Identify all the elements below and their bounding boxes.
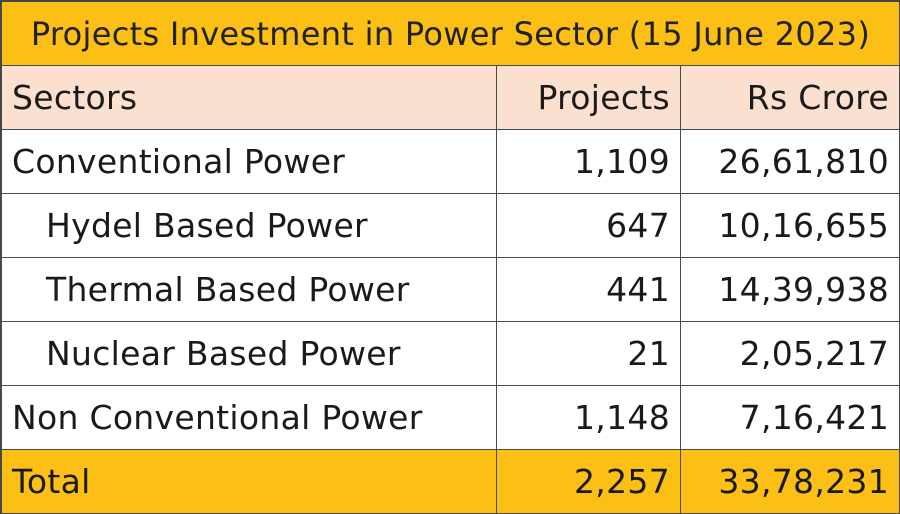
table-row-non-conventional: Non Conventional Power 1,148 7,16,421: [1, 385, 900, 450]
table-row-thermal: Thermal Based Power 441 14,39,938: [1, 257, 900, 322]
row-value: 2,05,217: [679, 321, 900, 386]
row-value: 10,16,655: [679, 193, 900, 258]
row-label: Thermal Based Power: [1, 257, 497, 322]
table-row-conventional: Conventional Power 1,109 26,61,810: [1, 129, 900, 194]
total-projects: 2,257: [496, 449, 681, 514]
row-value: 14,39,938: [679, 257, 900, 322]
row-projects: 441: [496, 257, 681, 322]
row-label: Non Conventional Power: [1, 385, 497, 450]
table-title: Projects Investment in Power Sector (15 …: [0, 1, 900, 66]
header-rs-crore: Rs Crore: [679, 65, 900, 130]
total-row: Total 2,257 33,78,231: [1, 449, 900, 514]
row-value: 7,16,421: [679, 385, 900, 450]
row-projects: 647: [496, 193, 681, 258]
row-projects: 1,109: [496, 129, 681, 194]
table-row-hydel: Hydel Based Power 647 10,16,655: [1, 193, 900, 258]
row-label: Conventional Power: [1, 129, 497, 194]
title-row: Projects Investment in Power Sector (15 …: [0, 1, 900, 66]
row-projects: 1,148: [496, 385, 681, 450]
total-value: 33,78,231: [679, 449, 900, 514]
row-label: Hydel Based Power: [1, 193, 497, 258]
header-sectors: Sectors: [1, 65, 497, 130]
total-label: Total: [1, 449, 497, 514]
table-row-nuclear: Nuclear Based Power 21 2,05,217: [1, 321, 900, 386]
header-row: Sectors Projects Rs Crore: [1, 65, 900, 130]
row-value: 26,61,810: [679, 129, 900, 194]
row-label: Nuclear Based Power: [1, 321, 497, 386]
header-projects: Projects: [496, 65, 681, 130]
row-projects: 21: [496, 321, 681, 386]
